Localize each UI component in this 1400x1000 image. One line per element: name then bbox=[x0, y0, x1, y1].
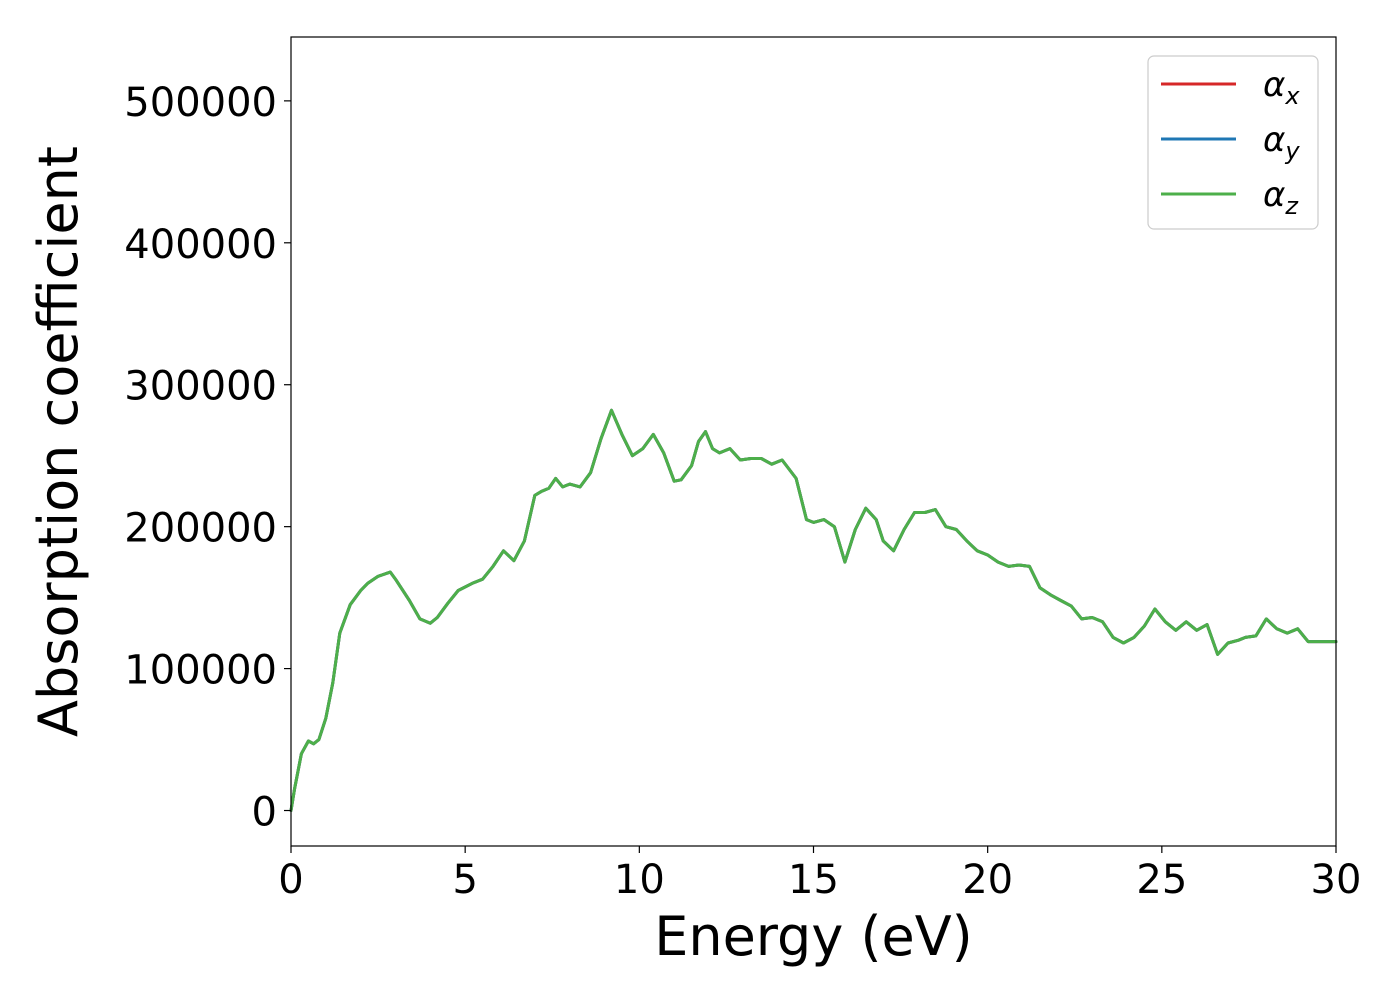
legend-label-z: αz bbox=[1263, 175, 1299, 220]
y-tick-label: 200000 bbox=[124, 506, 277, 552]
legend-label-subscript: y bbox=[1284, 137, 1300, 165]
legend-label-base: α bbox=[1263, 175, 1285, 215]
y-tick-label: 500000 bbox=[124, 80, 277, 126]
legend-label-base: α bbox=[1263, 120, 1285, 160]
x-tick-label: 15 bbox=[788, 857, 839, 903]
x-tick-label: 20 bbox=[962, 857, 1013, 903]
legend-label-x: αx bbox=[1263, 65, 1300, 110]
y-tick-label: 400000 bbox=[124, 222, 277, 268]
y-axis-label: Absorption coefficient bbox=[27, 146, 90, 737]
x-tick-label: 30 bbox=[1311, 857, 1362, 903]
y-tick-label: 300000 bbox=[124, 364, 277, 410]
y-axis-ticks: 0 100000 200000 300000 400000 500000 bbox=[124, 80, 291, 836]
x-axis-label: Energy (eV) bbox=[654, 905, 973, 968]
x-tick-label: 10 bbox=[614, 857, 665, 903]
legend-label-subscript: x bbox=[1284, 82, 1300, 110]
legend-label-subscript: z bbox=[1284, 192, 1299, 220]
y-tick-label: 0 bbox=[252, 790, 277, 836]
x-tick-label: 0 bbox=[278, 857, 303, 903]
legend-label-y: αy bbox=[1263, 120, 1300, 165]
series-line-x bbox=[289, 408, 1338, 812]
x-axis-ticks: 0 5 10 15 20 25 30 bbox=[278, 846, 1361, 903]
x-tick-label: 25 bbox=[1136, 857, 1187, 903]
x-tick-label: 5 bbox=[452, 857, 477, 903]
series-lines bbox=[289, 408, 1338, 812]
y-tick-label: 100000 bbox=[124, 648, 277, 694]
series-line-y bbox=[289, 408, 1338, 812]
series-line-z bbox=[289, 408, 1338, 812]
legend-box bbox=[1147, 55, 1319, 230]
legend-label-base: α bbox=[1263, 65, 1285, 105]
